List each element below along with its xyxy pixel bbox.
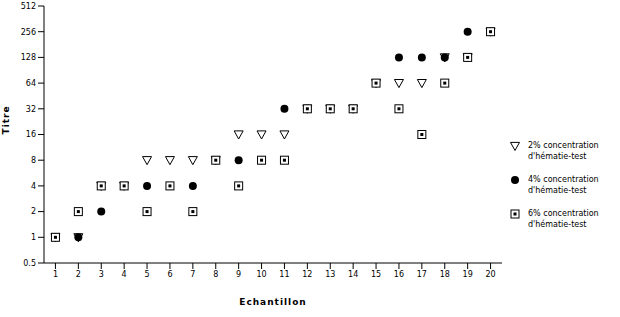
svg-text:11: 11 <box>279 270 289 279</box>
svg-text:Echantillon: Echantillon <box>239 297 307 307</box>
svg-text:13: 13 <box>325 270 335 279</box>
svg-text:8: 8 <box>31 156 36 165</box>
svg-text:15: 15 <box>371 270 381 279</box>
svg-text:9: 9 <box>236 270 241 279</box>
svg-text:10: 10 <box>256 270 266 279</box>
svg-text:12: 12 <box>302 270 312 279</box>
svg-text:32: 32 <box>26 105 36 114</box>
svg-text:8: 8 <box>213 270 218 279</box>
svg-text:1: 1 <box>53 270 58 279</box>
svg-text:6: 6 <box>167 270 172 279</box>
svg-text:128: 128 <box>21 53 36 62</box>
svg-text:14: 14 <box>348 270 358 279</box>
svg-text:256: 256 <box>21 28 36 37</box>
svg-text:17: 17 <box>417 270 427 279</box>
svg-text:2: 2 <box>31 207 36 216</box>
svg-text:Titre: Titre <box>8 105 11 134</box>
svg-text:4: 4 <box>31 182 36 191</box>
svg-text:19: 19 <box>463 270 473 279</box>
svg-text:64: 64 <box>26 79 36 88</box>
svg-text:3: 3 <box>99 270 104 279</box>
html-text:2% concentration d'hématie-tes: 2% concentration d'hématie-test <box>528 141 599 161</box>
svg-text:4: 4 <box>122 270 127 279</box>
svg-text:1: 1 <box>31 233 36 242</box>
svg-text:16: 16 <box>394 270 404 279</box>
html-text:4% concentration d'hématie-tes: 4% concentration d'hématie-test <box>528 175 599 195</box>
svg-text:5: 5 <box>145 270 150 279</box>
svg-text:0.5: 0.5 <box>23 259 36 268</box>
svg-text:512: 512 <box>21 2 36 11</box>
svg-text:16: 16 <box>26 130 36 139</box>
html-text:6% concentration d'hématie-tes: 6% concentration d'hématie-test <box>528 209 599 229</box>
svg-text:18: 18 <box>440 270 450 279</box>
svg-text:20: 20 <box>485 270 495 279</box>
svg-text:2: 2 <box>76 270 81 279</box>
svg-text:7: 7 <box>190 270 195 279</box>
